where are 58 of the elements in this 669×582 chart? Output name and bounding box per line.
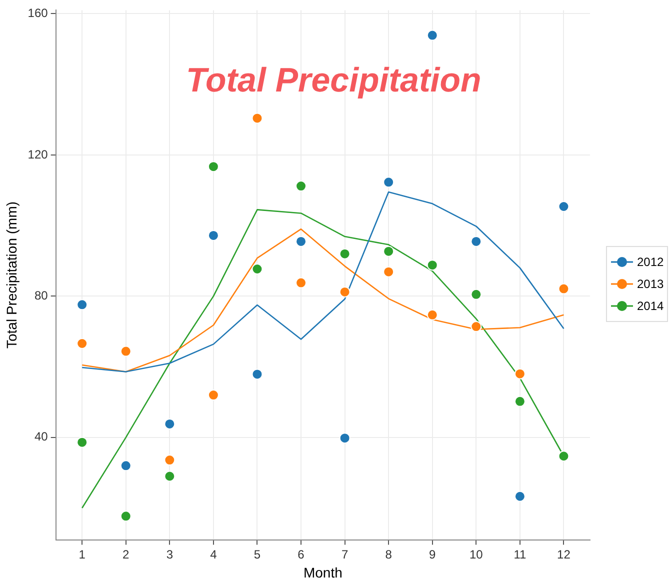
- point: [76, 338, 88, 349]
- legend-label: 2012: [637, 255, 664, 269]
- x-tick-label: 5: [254, 547, 261, 562]
- point: [296, 236, 307, 247]
- point: [470, 321, 482, 332]
- point: [208, 230, 219, 241]
- point: [426, 260, 438, 271]
- text: Total Precipitation: [186, 62, 482, 100]
- point: [514, 396, 526, 407]
- point: [426, 309, 438, 320]
- point: [120, 460, 132, 472]
- y-tick-label: 40: [34, 430, 48, 444]
- point: [339, 286, 350, 298]
- point: [164, 470, 176, 482]
- point: [252, 264, 263, 274]
- legend-label: 2014: [637, 299, 664, 313]
- x-tick-label: 11: [514, 547, 526, 562]
- point: [296, 180, 307, 192]
- point: [164, 418, 176, 430]
- legend-label: 2013: [637, 277, 664, 291]
- point: [208, 161, 219, 172]
- point: [558, 283, 570, 294]
- point: [470, 236, 482, 247]
- x-tick-label: 6: [298, 547, 305, 562]
- x-tick-label: 3: [166, 547, 174, 562]
- point: [252, 368, 263, 380]
- point: [383, 246, 394, 257]
- x-tick-label: 2: [122, 547, 130, 562]
- point: [558, 201, 570, 212]
- point: [252, 112, 263, 124]
- point: [426, 30, 438, 41]
- point: [470, 288, 482, 300]
- point: [383, 266, 394, 278]
- point: [76, 436, 88, 448]
- x-tick-label: 1: [78, 547, 86, 562]
- point: [514, 368, 526, 380]
- point: [383, 176, 394, 188]
- x-tick-label: 4: [210, 547, 218, 562]
- y-tick-label: 160: [28, 6, 48, 20]
- x-axis-title: Month: [303, 564, 342, 580]
- point: [120, 510, 132, 522]
- x-tick-label: 12: [557, 547, 571, 562]
- x-tick-label: 9: [429, 547, 436, 562]
- point: [296, 277, 307, 288]
- x-tick-label: 10: [469, 547, 484, 562]
- point: [339, 432, 350, 444]
- point: [514, 490, 526, 502]
- point: [164, 454, 176, 466]
- y-axis-title: Total Precipitation (mm): [3, 201, 20, 349]
- point: [558, 450, 570, 462]
- y-tick-label: 80: [34, 288, 48, 302]
- point: [208, 390, 219, 401]
- point: [120, 346, 132, 357]
- point: [76, 299, 88, 310]
- x-tick-label: 7: [341, 547, 348, 562]
- x-tick-label: 8: [385, 547, 392, 562]
- point: [339, 248, 350, 260]
- y-tick-label: 120: [28, 147, 48, 162]
